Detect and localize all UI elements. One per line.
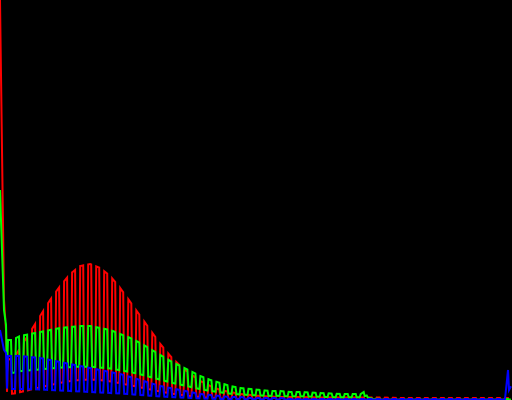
histogram-chart — [0, 0, 512, 400]
chart-background — [0, 0, 512, 400]
